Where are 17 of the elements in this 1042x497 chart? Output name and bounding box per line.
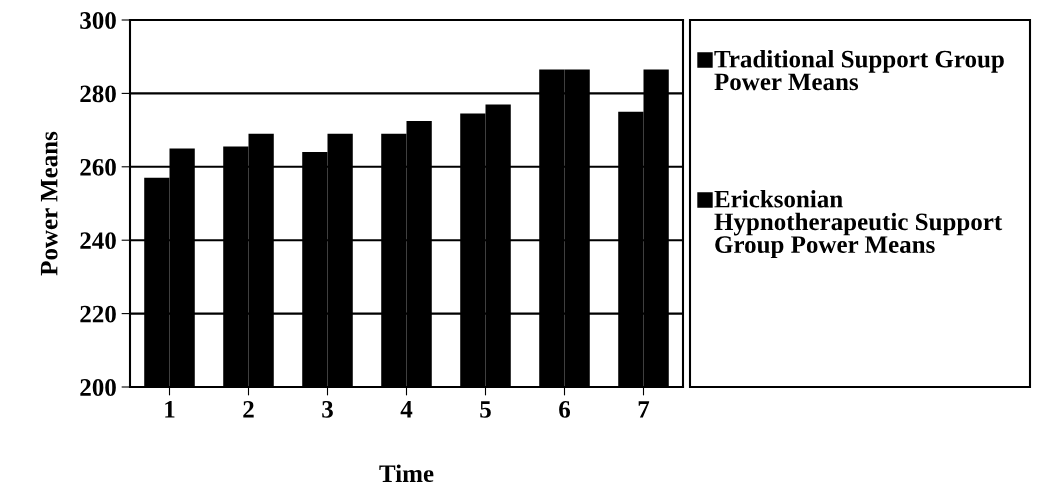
x-tick-label: 4 — [400, 401, 413, 418]
x-tick-label: 6 — [559, 400, 571, 418]
x-tick-label: 3 — [322, 400, 333, 418]
x-tick-label: 7 — [638, 401, 650, 418]
y-tick-label: 260 — [80, 158, 116, 176]
x-tick-label: 2 — [243, 400, 254, 418]
y-tick-label: 220 — [80, 305, 116, 323]
y-axis-title: Power Means — [40, 131, 58, 276]
y-tick-label: 300 — [80, 12, 116, 29]
legend-label: Ericksonian Hypnotherapeutic Support Group Power Means — [714, 190, 1003, 259]
y-tick-label: 240 — [80, 232, 116, 250]
x-axis-title: Time — [379, 464, 434, 483]
y-tick-label: 280 — [80, 85, 116, 103]
x-tick-label: 5 — [480, 401, 491, 418]
x-tick-label: 1 — [165, 401, 175, 418]
y-tick-label: 200 — [80, 379, 116, 396]
legend-label: Traditional Support Group Power Means — [714, 50, 1004, 91]
